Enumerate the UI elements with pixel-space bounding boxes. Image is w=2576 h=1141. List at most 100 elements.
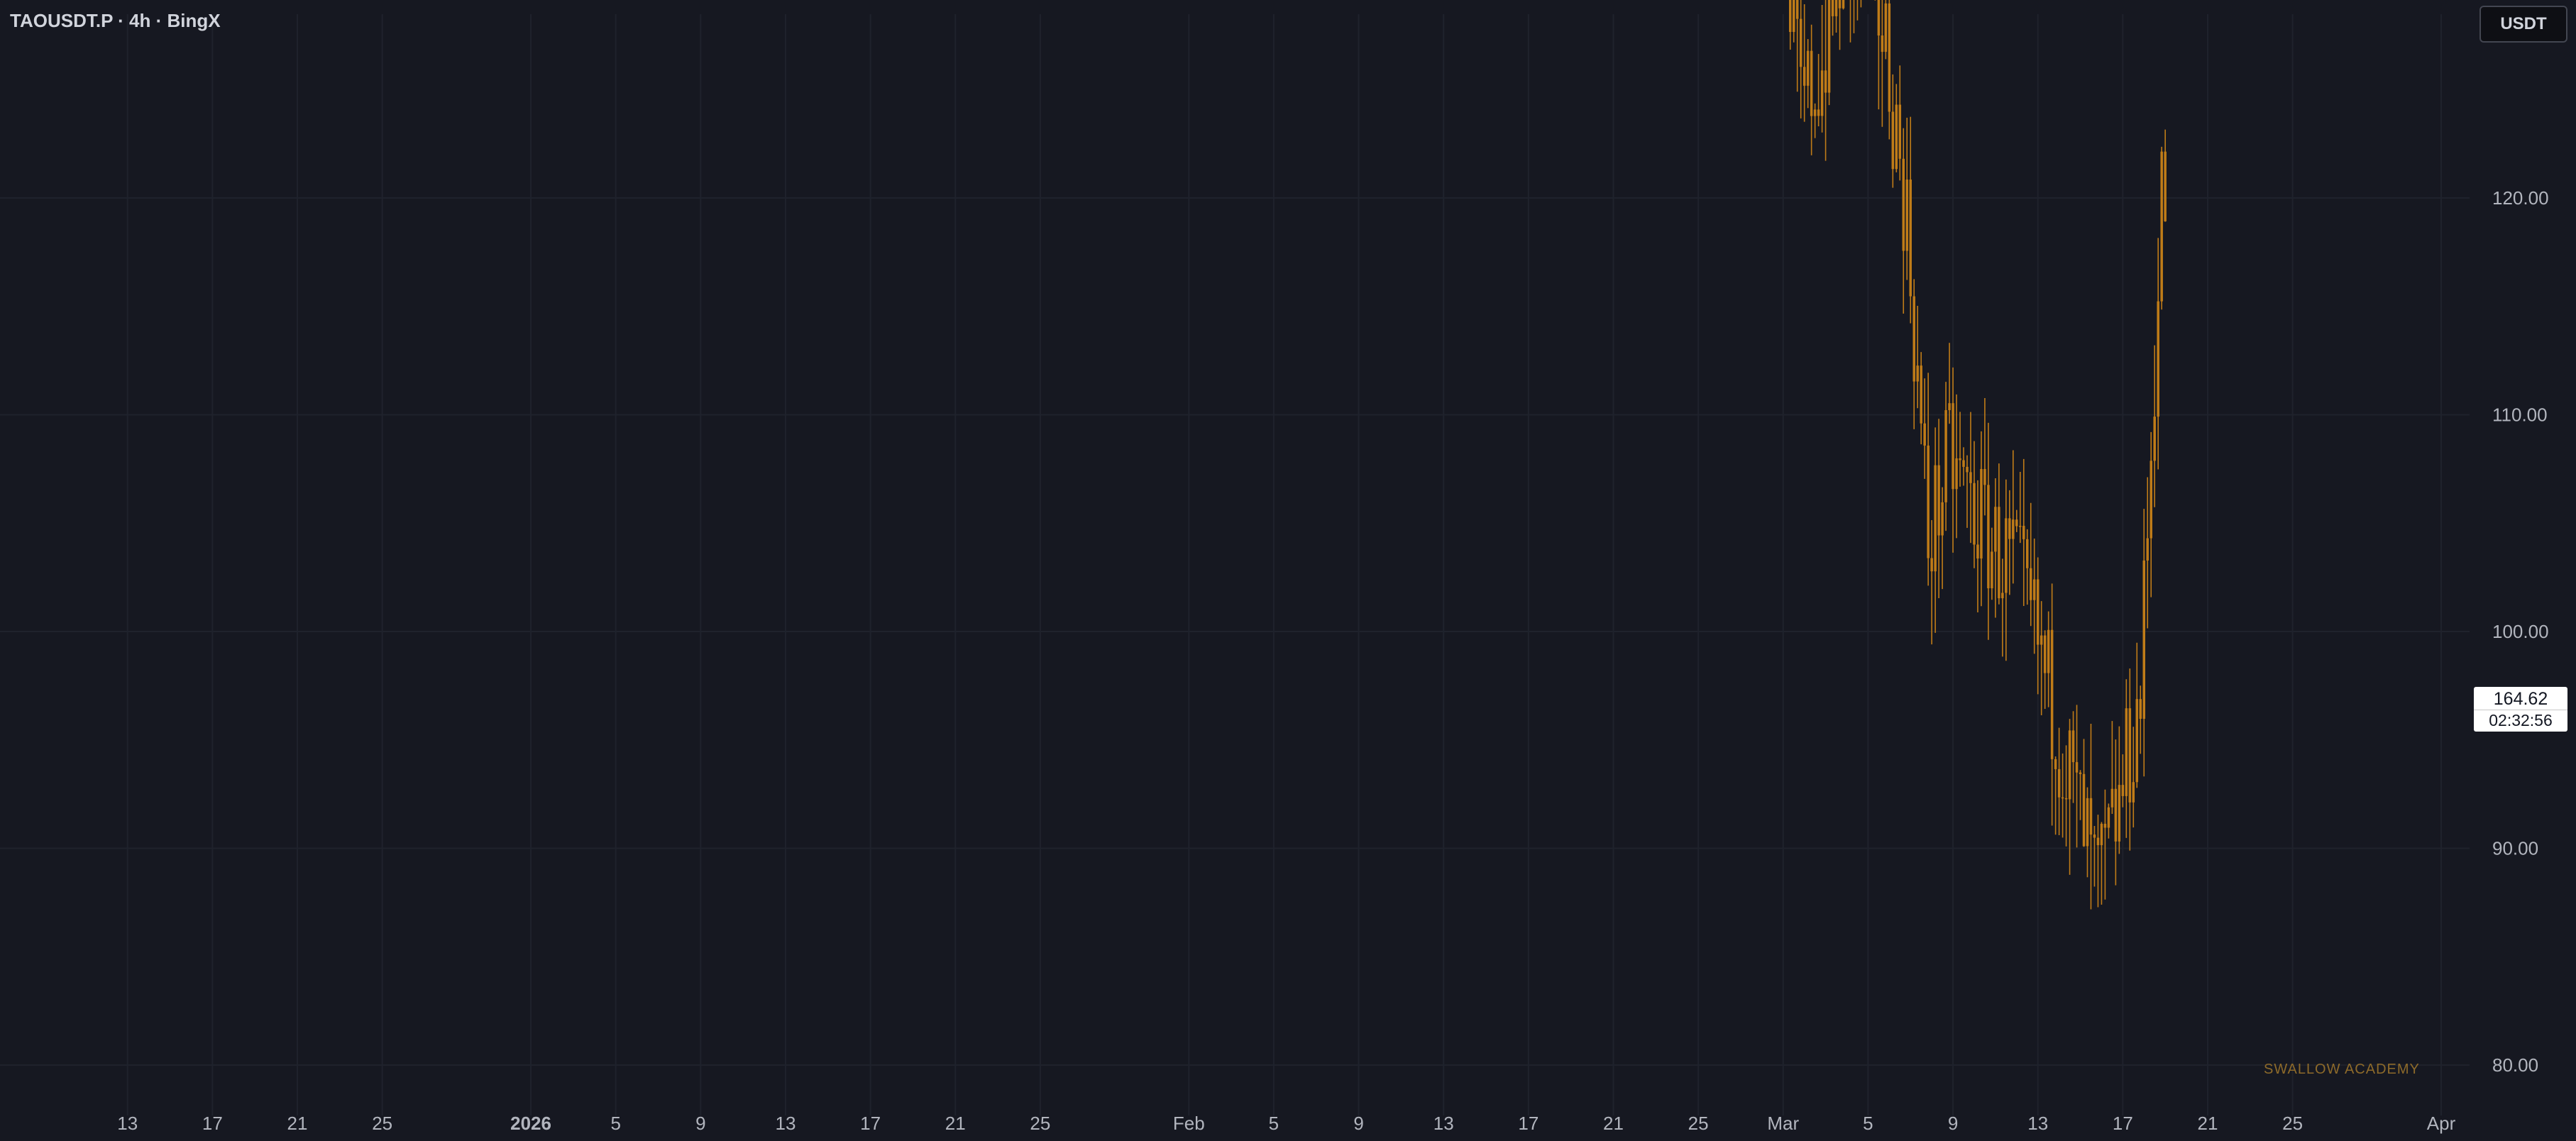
projected-bar-body bbox=[1955, 458, 1958, 490]
projected-bar-body bbox=[1916, 365, 1919, 382]
bar-countdown: 02:32:56 bbox=[2474, 710, 2567, 732]
projected-bar-body bbox=[1902, 158, 1905, 251]
time-tick-label: Apr bbox=[2427, 1113, 2456, 1134]
projected-bar-body bbox=[1930, 558, 1933, 572]
projected-bar-body bbox=[1991, 551, 1993, 589]
projected-bar-body bbox=[2040, 635, 2043, 645]
projected-bar-body bbox=[2164, 151, 2167, 221]
projected-bar-body bbox=[1980, 469, 1983, 559]
projected-bar-body bbox=[2079, 772, 2082, 774]
projected-bar-body bbox=[2082, 773, 2086, 847]
time-tick-label: 21 bbox=[2198, 1113, 2218, 1134]
projected-bar-body bbox=[1877, 0, 1881, 36]
projected-bar-body bbox=[1806, 50, 1810, 86]
projected-bar-body bbox=[1959, 458, 1961, 461]
projected-bar-body bbox=[1888, 3, 1891, 112]
projected-bar-body bbox=[2029, 568, 2032, 600]
time-tick-label: 13 bbox=[776, 1113, 796, 1134]
projected-bar-body bbox=[1962, 460, 1965, 467]
projected-bar-body bbox=[2047, 629, 2050, 673]
projected-bar-body bbox=[1810, 50, 1813, 116]
time-tick-label: 9 bbox=[695, 1113, 705, 1134]
time-tick-label: 5 bbox=[1863, 1113, 1873, 1134]
projected-bar-body bbox=[1813, 109, 1817, 116]
projected-bar-body bbox=[2064, 798, 2068, 800]
projected-bar-body bbox=[2093, 834, 2096, 838]
projected-bar-body bbox=[1969, 472, 1972, 483]
projected-bar-body bbox=[2022, 526, 2025, 539]
projected-bar-body bbox=[1834, 0, 1838, 16]
time-tick-label: 13 bbox=[117, 1113, 138, 1134]
projected-bar-body bbox=[1912, 296, 1915, 382]
projected-bar-body bbox=[2025, 539, 2029, 568]
projected-bar-body bbox=[2110, 788, 2114, 807]
time-tick-label: 17 bbox=[2113, 1113, 2133, 1134]
time-tick-label: 21 bbox=[1603, 1113, 1624, 1134]
projected-bar-body bbox=[2107, 807, 2110, 828]
projected-bar-body bbox=[2114, 788, 2118, 842]
projected-bar-body bbox=[1941, 502, 1944, 536]
projected-bar-body bbox=[2032, 579, 2036, 600]
projected-bar-body bbox=[2135, 699, 2139, 783]
price-tick-label: 100.00 bbox=[2492, 621, 2549, 642]
projected-bar-body bbox=[2128, 708, 2132, 803]
projected-bar-body bbox=[2118, 785, 2121, 842]
time-tick-label: 25 bbox=[2282, 1113, 2303, 1134]
time-tick-label: 25 bbox=[1030, 1113, 1050, 1134]
projected-bar-body bbox=[2001, 592, 2004, 599]
projected-bar-body bbox=[2050, 629, 2054, 759]
time-tick-label: 13 bbox=[1433, 1113, 1454, 1134]
projected-bar-body bbox=[1927, 445, 1930, 558]
projected-bar-body bbox=[2150, 461, 2152, 539]
projected-bars bbox=[1788, 0, 2167, 910]
projected-bar-body bbox=[2061, 797, 2064, 799]
currency-button[interactable]: USDT bbox=[2479, 6, 2567, 43]
time-tick-label: 5 bbox=[1269, 1113, 1279, 1134]
price-tick-label: 110.00 bbox=[2492, 404, 2548, 426]
projected-bar-body bbox=[1884, 3, 1888, 53]
projected-bar-body bbox=[1905, 180, 1908, 251]
projected-bar-body bbox=[1827, 0, 1831, 93]
projected-bar-body bbox=[1973, 483, 1976, 545]
time-tick-label: 2026 bbox=[510, 1113, 551, 1134]
projected-bar-body bbox=[1831, 0, 1834, 16]
price-axis[interactable]: 310.00300.00290.00280.00270.00260.00250.… bbox=[2492, 0, 2549, 1076]
projected-bar-body bbox=[1934, 465, 1937, 572]
current-price-label: 164.62 bbox=[2493, 689, 2548, 709]
time-tick-label: 21 bbox=[945, 1113, 966, 1134]
projected-bar-body bbox=[1987, 485, 1990, 589]
projected-bar-body bbox=[2043, 635, 2047, 673]
projected-bar-body bbox=[2125, 708, 2128, 796]
projected-bar-body bbox=[1802, 67, 1806, 86]
projected-bar-body bbox=[2068, 730, 2071, 800]
price-tick-label: 120.00 bbox=[2492, 187, 2549, 209]
projected-bar-body bbox=[1994, 507, 1997, 552]
projected-bar-body bbox=[1952, 403, 1954, 490]
projected-bar-body bbox=[1817, 109, 1820, 116]
time-tick-label: 9 bbox=[1948, 1113, 1958, 1134]
time-tick-label: 13 bbox=[2027, 1113, 2048, 1134]
projected-bar-body bbox=[2054, 759, 2057, 769]
symbol-title: TAOUSDT.P · 4h · BingX bbox=[10, 10, 221, 31]
projected-bar-body bbox=[1788, 0, 1792, 33]
projected-bar-body bbox=[1842, 0, 1845, 9]
time-tick-label: 17 bbox=[202, 1113, 223, 1134]
projected-bar-body bbox=[2139, 699, 2142, 720]
projected-bar-body bbox=[2012, 519, 2015, 539]
projected-bar-body bbox=[1895, 104, 1898, 170]
time-axis[interactable]: 13 17 21 25 2026 5 9 13 17 21 25 Feb 5 9 13 17 21 25 Mar 5 9… bbox=[117, 1113, 2455, 1134]
projected-bar-body bbox=[2005, 518, 2008, 593]
projected-bar-body bbox=[1792, 0, 1795, 33]
projected-bar-body bbox=[2146, 538, 2149, 561]
projected-bar-body bbox=[2036, 579, 2040, 645]
price-tick-label: 80.00 bbox=[2492, 1054, 2538, 1076]
projected-bar-body bbox=[2142, 560, 2145, 720]
projected-bar-body bbox=[2103, 823, 2107, 828]
projected-bar-body bbox=[2015, 519, 2018, 527]
projected-bar-body bbox=[2089, 798, 2093, 835]
time-tick-label: 5 bbox=[610, 1113, 620, 1134]
projected-bar-body bbox=[1966, 466, 1969, 473]
projected-bar-body bbox=[1937, 465, 1940, 536]
time-tick-label: 17 bbox=[1518, 1113, 1539, 1134]
